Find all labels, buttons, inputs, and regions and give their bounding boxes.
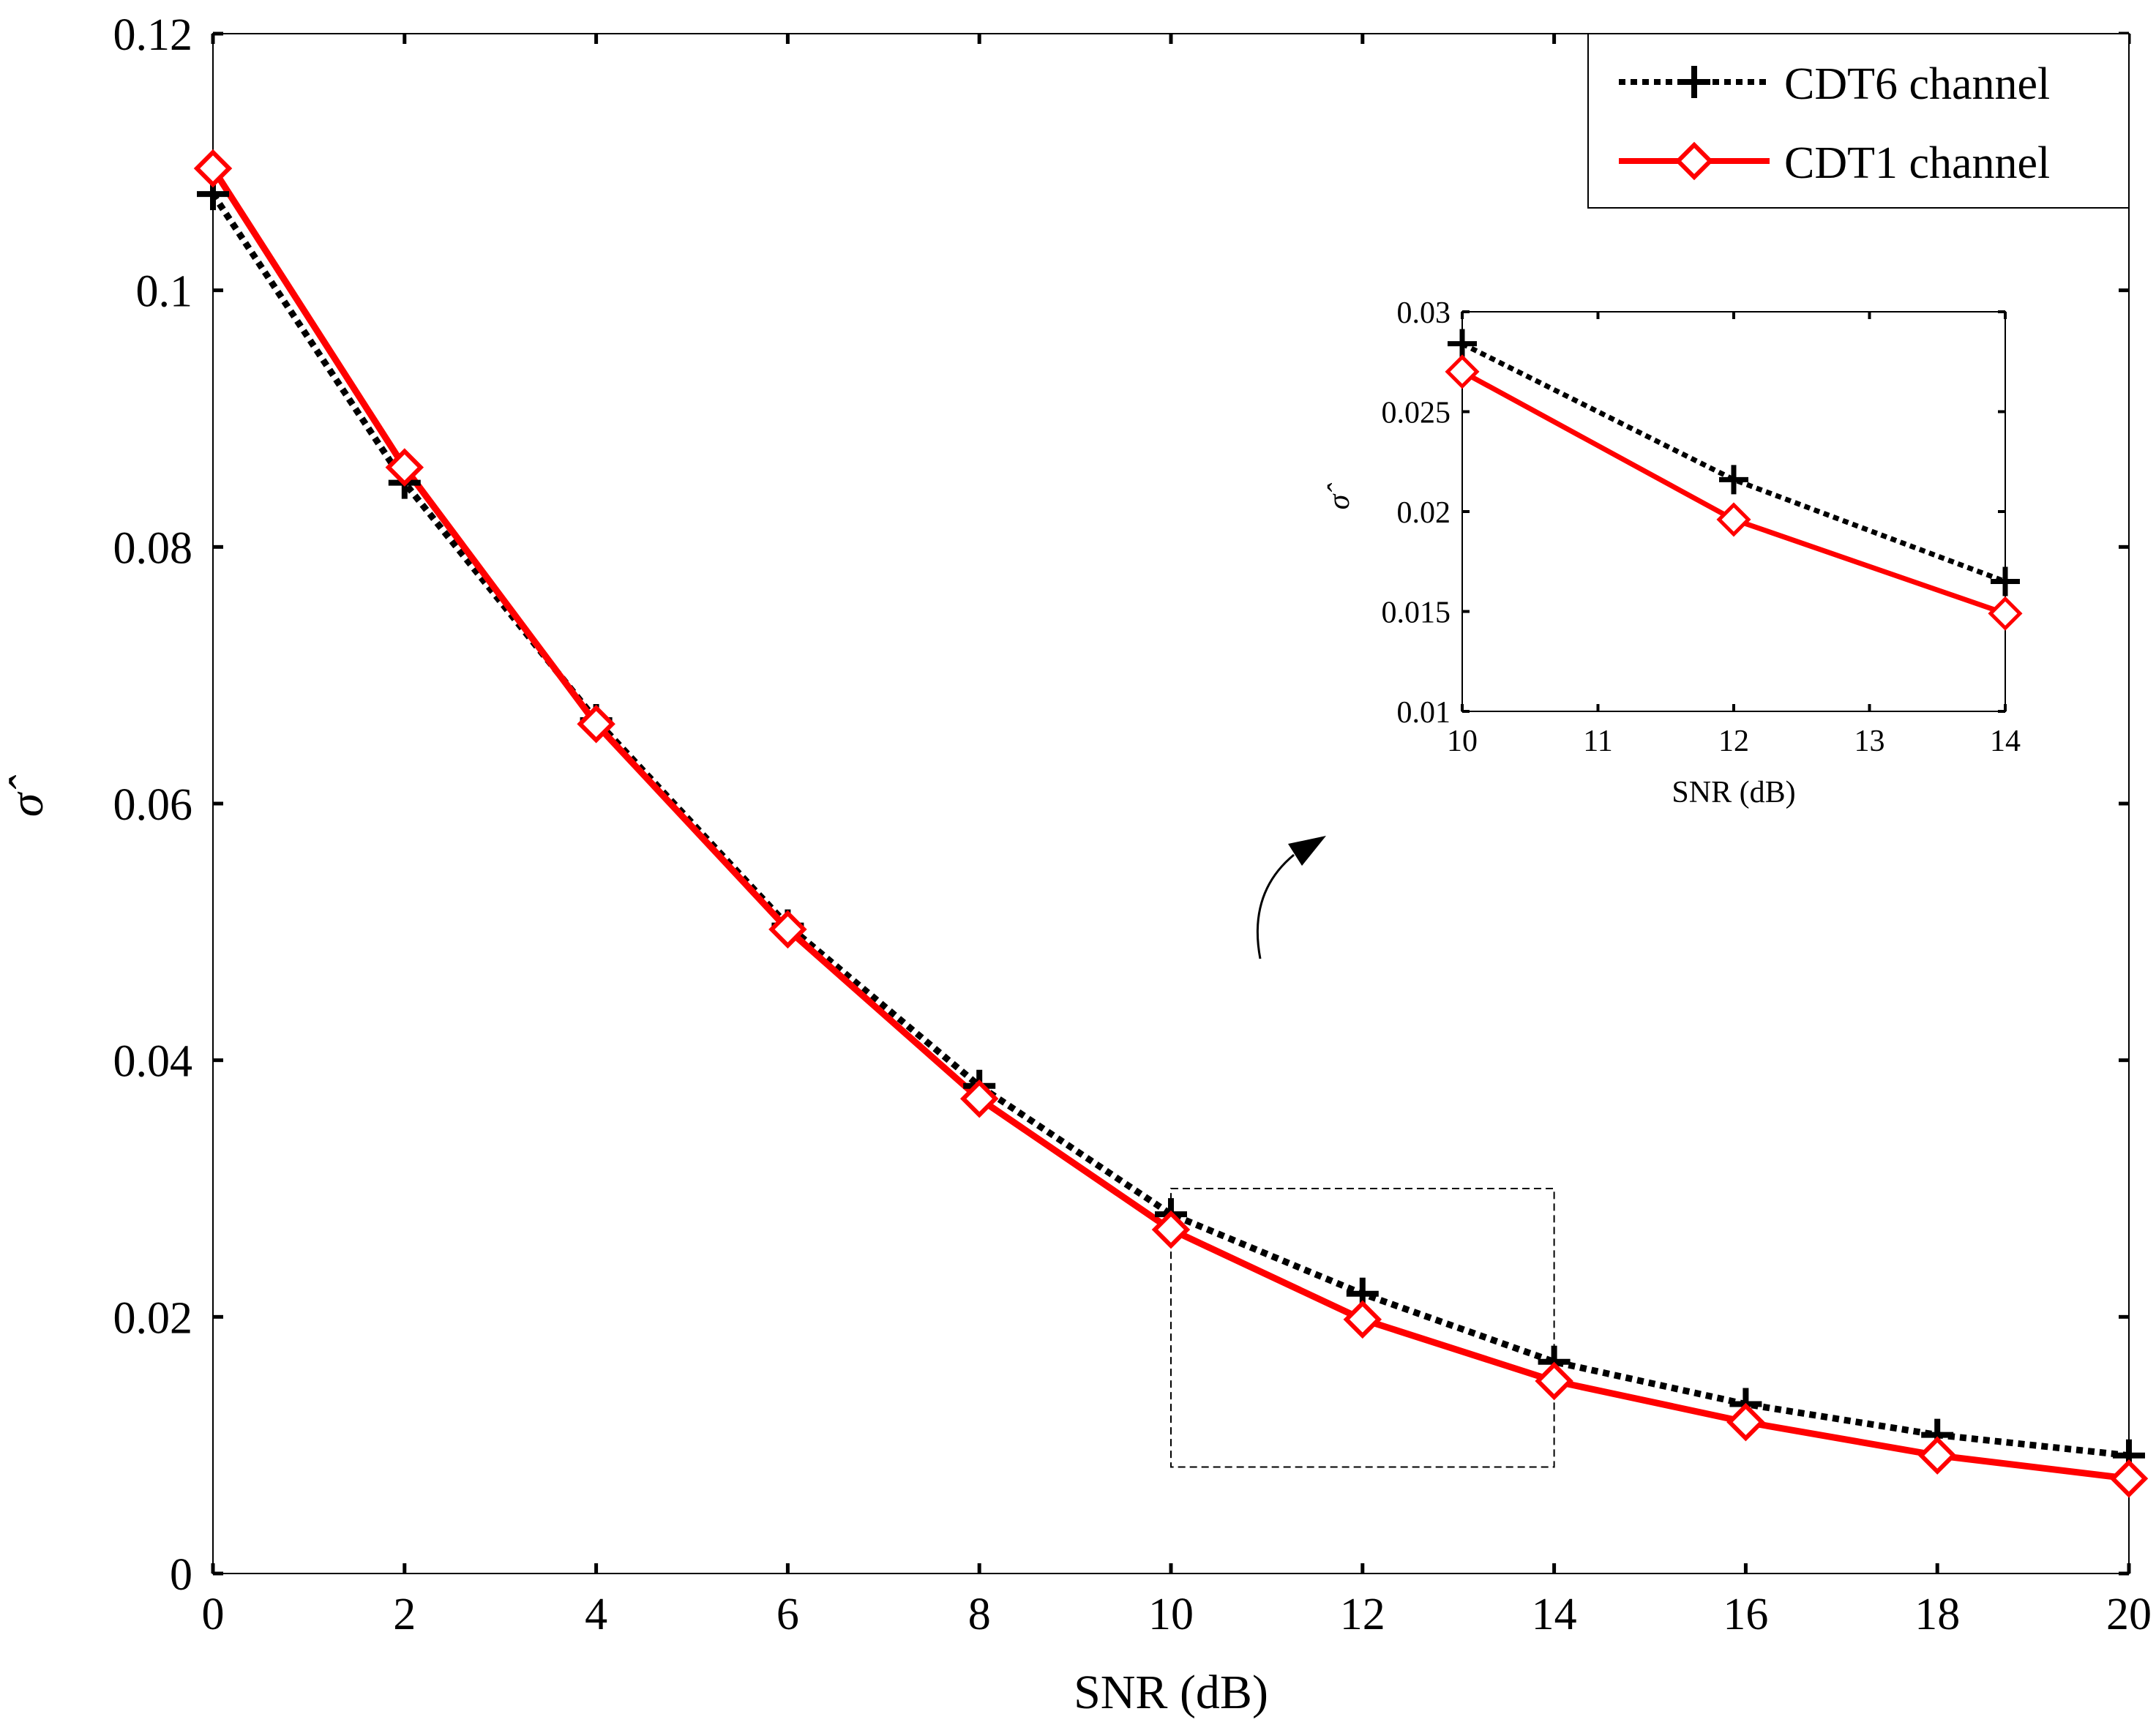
main-x-tick-label: 2 [393,1590,416,1639]
inset-y-tick-label: 0.02 [1397,496,1451,530]
main-point-cdt1 [1917,1436,1957,1475]
inset-x-tick-label: 10 [1447,725,1478,758]
inset-y-tick-label: 0.03 [1397,296,1451,330]
zoom-box-rect [1170,1188,1555,1468]
main-point-cdt1 [1343,1300,1382,1339]
main-x-tick-label: 10 [1148,1590,1194,1639]
legend-label-cdt1: CDT1 channel [1784,138,2050,188]
main-x-tick-labels: 0 2 4 6 8 10 12 14 16 18 20 [202,1590,2152,1639]
main-y-tick-label: 0.08 [113,523,193,573]
main-y-tick-labels: 0 0.02 0.04 0.06 0.08 0.1 0.12 [113,10,193,1600]
legend-entry-cdt1: CDT1 channel [1619,138,2050,188]
main-point-cdt1 [768,910,807,949]
main-point-cdt1 [577,705,615,744]
inset-x-tick-label: 12 [1718,725,1749,758]
legend-plus-marker [1678,66,1710,98]
main-point-cdt1 [1726,1402,1765,1442]
legend-entry-cdt6: CDT6 channel [1619,59,2050,109]
inset-y-tick-labels: 0.01 0.015 0.02 0.025 0.03 [1382,296,1451,730]
zoom-arrow-shaft [1256,853,1295,959]
main-x-axis-label: SNR (dB) [1074,1666,1268,1719]
inset-x-tick-label: 11 [1583,725,1612,758]
legend-box [1587,33,2130,209]
legend-diamond-marker [1674,141,1714,181]
main-axes: 0 2 4 6 8 10 12 14 16 18 20 0 0.02 0.04 0.06 0.08 0.1 0.… [0,10,2152,1719]
inset-point-cdt6 [1448,329,1477,359]
main-point-cdt1 [1151,1210,1191,1249]
main-series-line-cdt6 [210,192,2130,1459]
inset-x-axis-label: SNR (dB) [1672,776,1795,809]
inset-point-cdt1 [1445,354,1480,389]
main-y-tick-label: 0.02 [113,1293,193,1343]
inset-x-tick-label: 13 [1854,725,1885,758]
inset-series-group [1445,329,2023,631]
inset-axes: 10 11 12 13 14 0.01 0.015 0.02 0.025 0.03 SNR (d… [1322,296,2023,809]
zoom-region-box [1170,1188,1555,1468]
inset-point-cdt1 [1988,596,2023,631]
main-y-tick-label: 0 [170,1550,192,1600]
inset-point-cdt1 [1716,502,1751,537]
legend-label-cdt6: CDT6 channel [1784,59,2050,109]
main-x-tick-label: 4 [585,1590,607,1639]
main-point-cdt1 [959,1079,999,1118]
main-point-cdt1 [1535,1361,1573,1401]
legend-diamond-shape [1674,141,1714,181]
legend-plus-shape [1678,66,1710,98]
main-x-tick-label: 16 [1723,1590,1768,1639]
inset-y-tick-label: 0.015 [1382,596,1451,630]
main-x-tick-label: 6 [776,1590,799,1639]
main-point-cdt1 [2109,1459,2149,1498]
main-y-tick-label: 0.1 [136,267,193,317]
main-x-tick-label: 18 [1914,1590,1960,1639]
inset-x-tick-label: 14 [1990,725,2021,758]
inset-y-tick-label: 0.01 [1397,696,1451,730]
main-y-tick-label: 0.12 [113,10,193,60]
main-y-tick-label: 0.06 [113,780,193,830]
main-x-tick-label: 12 [1340,1590,1385,1639]
legend: CDT6 channel CDT1 channel [1587,33,2130,209]
main-x-tick-label: 14 [1532,1590,1577,1639]
main-series-group [193,149,2149,1498]
inset-point-cdt6 [1719,465,1748,495]
main-x-tick-label: 8 [968,1590,991,1639]
inset-point-cdt6 [1991,566,2020,596]
main-y-tick-label: 0.04 [113,1037,193,1087]
inset-x-tick-labels: 10 11 12 13 14 [1447,725,2021,758]
main-x-tick-label: 20 [2106,1590,2152,1639]
zoom-arrow-head [1288,836,1326,866]
zoom-arrow [1256,836,1326,959]
inset-series-line-cdt6 [1461,341,2007,584]
inset-y-tick-label: 0.025 [1382,397,1451,430]
main-point-cdt1 [193,149,233,188]
main-point-cdt1 [385,448,424,487]
main-x-tick-label: 0 [202,1590,225,1639]
